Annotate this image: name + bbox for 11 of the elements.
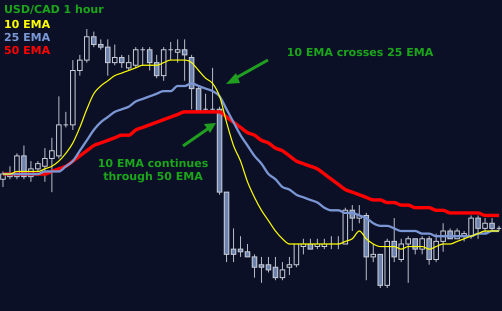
candlestick <box>202 93 208 112</box>
candlestick <box>168 41 174 61</box>
chart-title: USD/CAD 1 hour <box>4 3 104 16</box>
candlestick <box>63 111 69 128</box>
text: 10 EMA <box>4 18 51 31</box>
annotation: 10 EMA continues through 50 EMA <box>98 157 209 183</box>
candlestick <box>140 46 146 66</box>
candlestick <box>210 67 216 112</box>
text: 50 EMA <box>4 44 51 57</box>
text: 25 EMA <box>4 31 51 44</box>
annotation: 10 EMA crosses 25 EMA <box>286 46 434 59</box>
